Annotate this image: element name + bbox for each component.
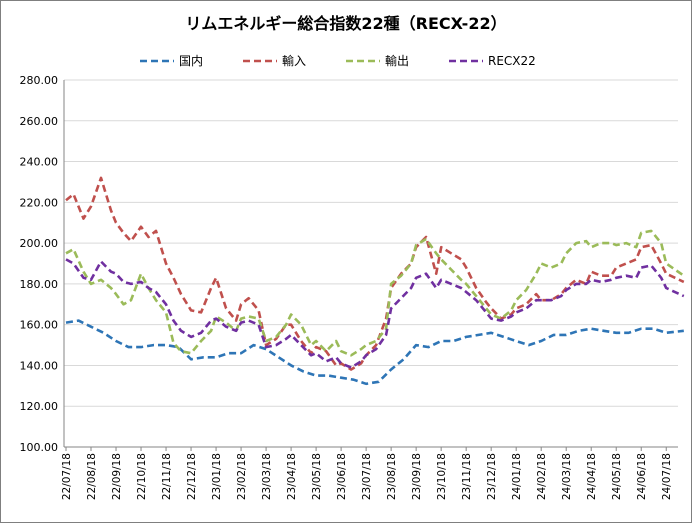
y-tick-label: 220.00: [20, 196, 59, 209]
x-tick-label: 22/07/18: [61, 453, 73, 500]
y-tick-label: 120.00: [20, 400, 59, 413]
x-tick-label: 23/05/18: [311, 453, 323, 500]
x-tick-label: 22/11/18: [161, 453, 173, 500]
series-line-4: [65, 258, 685, 369]
chart-title: リムエネルギー総合指数22種（RECX-22）: [185, 14, 506, 33]
legend-item-2: 輸入: [243, 53, 306, 68]
x-tick-label: 23/03/18: [261, 453, 273, 500]
legend-label: 輸出: [385, 53, 409, 68]
legend-item-1: 国内: [140, 54, 203, 68]
x-tick-label: 23/04/18: [286, 453, 298, 500]
legend-label: RECX22: [488, 54, 536, 68]
y-tick-label: 140.00: [20, 359, 59, 372]
x-tick-label: 23/01/18: [211, 453, 223, 500]
legend-item-4: RECX22: [449, 54, 536, 68]
x-tick-label: 23/11/18: [461, 453, 473, 500]
y-tick-label: 200.00: [20, 237, 59, 250]
x-tick-label: 23/09/18: [411, 453, 423, 500]
x-tick-label: 22/10/18: [136, 453, 148, 500]
y-tick-label: 240.00: [20, 156, 59, 169]
x-axis: 22/07/18 22/08/18 22/09/18 22/10/18 22/11/18…: [61, 446, 678, 500]
x-tick-label: 23/07/18: [361, 453, 373, 500]
y-tick-label: 180.00: [20, 278, 59, 291]
series-line-3: [65, 229, 685, 357]
x-tick-label: 23/12/18: [486, 453, 498, 500]
x-tick-label: 24/04/18: [586, 453, 598, 500]
series-lines: [65, 176, 685, 386]
y-tick-label: 160.00: [20, 319, 59, 332]
legend-label: 輸入: [282, 53, 306, 68]
x-tick-label: 24/02/18: [536, 453, 548, 500]
x-tick-label: 23/08/18: [386, 453, 398, 500]
x-tick-label: 24/05/18: [611, 453, 623, 500]
x-tick-label: 24/06/18: [636, 453, 648, 500]
series-line-1: [65, 319, 684, 386]
y-tick-label: 100.00: [20, 441, 59, 454]
y-axis: 100.00 120.00 140.00 160.00 180.00 200.00 220.…: [20, 74, 65, 454]
legend: 国内 輸入 輸出 RECX22: [140, 53, 536, 68]
x-tick-label: 22/08/18: [86, 453, 98, 500]
x-tick-label: 23/02/18: [236, 453, 248, 500]
x-tick-label: 24/03/18: [561, 453, 573, 500]
y-tick-label: 280.00: [20, 74, 59, 87]
legend-item-3: 輸出: [346, 53, 409, 68]
x-tick-label: 24/07/18: [661, 453, 673, 500]
x-tick-label: 23/10/18: [436, 453, 448, 500]
x-tick-label: 22/12/18: [186, 453, 198, 500]
x-tick-label: 23/06/18: [336, 453, 348, 500]
legend-label: 国内: [179, 54, 203, 68]
x-tick-label: 24/01/18: [511, 453, 523, 500]
y-tick-label: 260.00: [20, 115, 59, 128]
series-line-2: [65, 176, 685, 371]
x-tick-label: 22/09/18: [111, 453, 123, 500]
